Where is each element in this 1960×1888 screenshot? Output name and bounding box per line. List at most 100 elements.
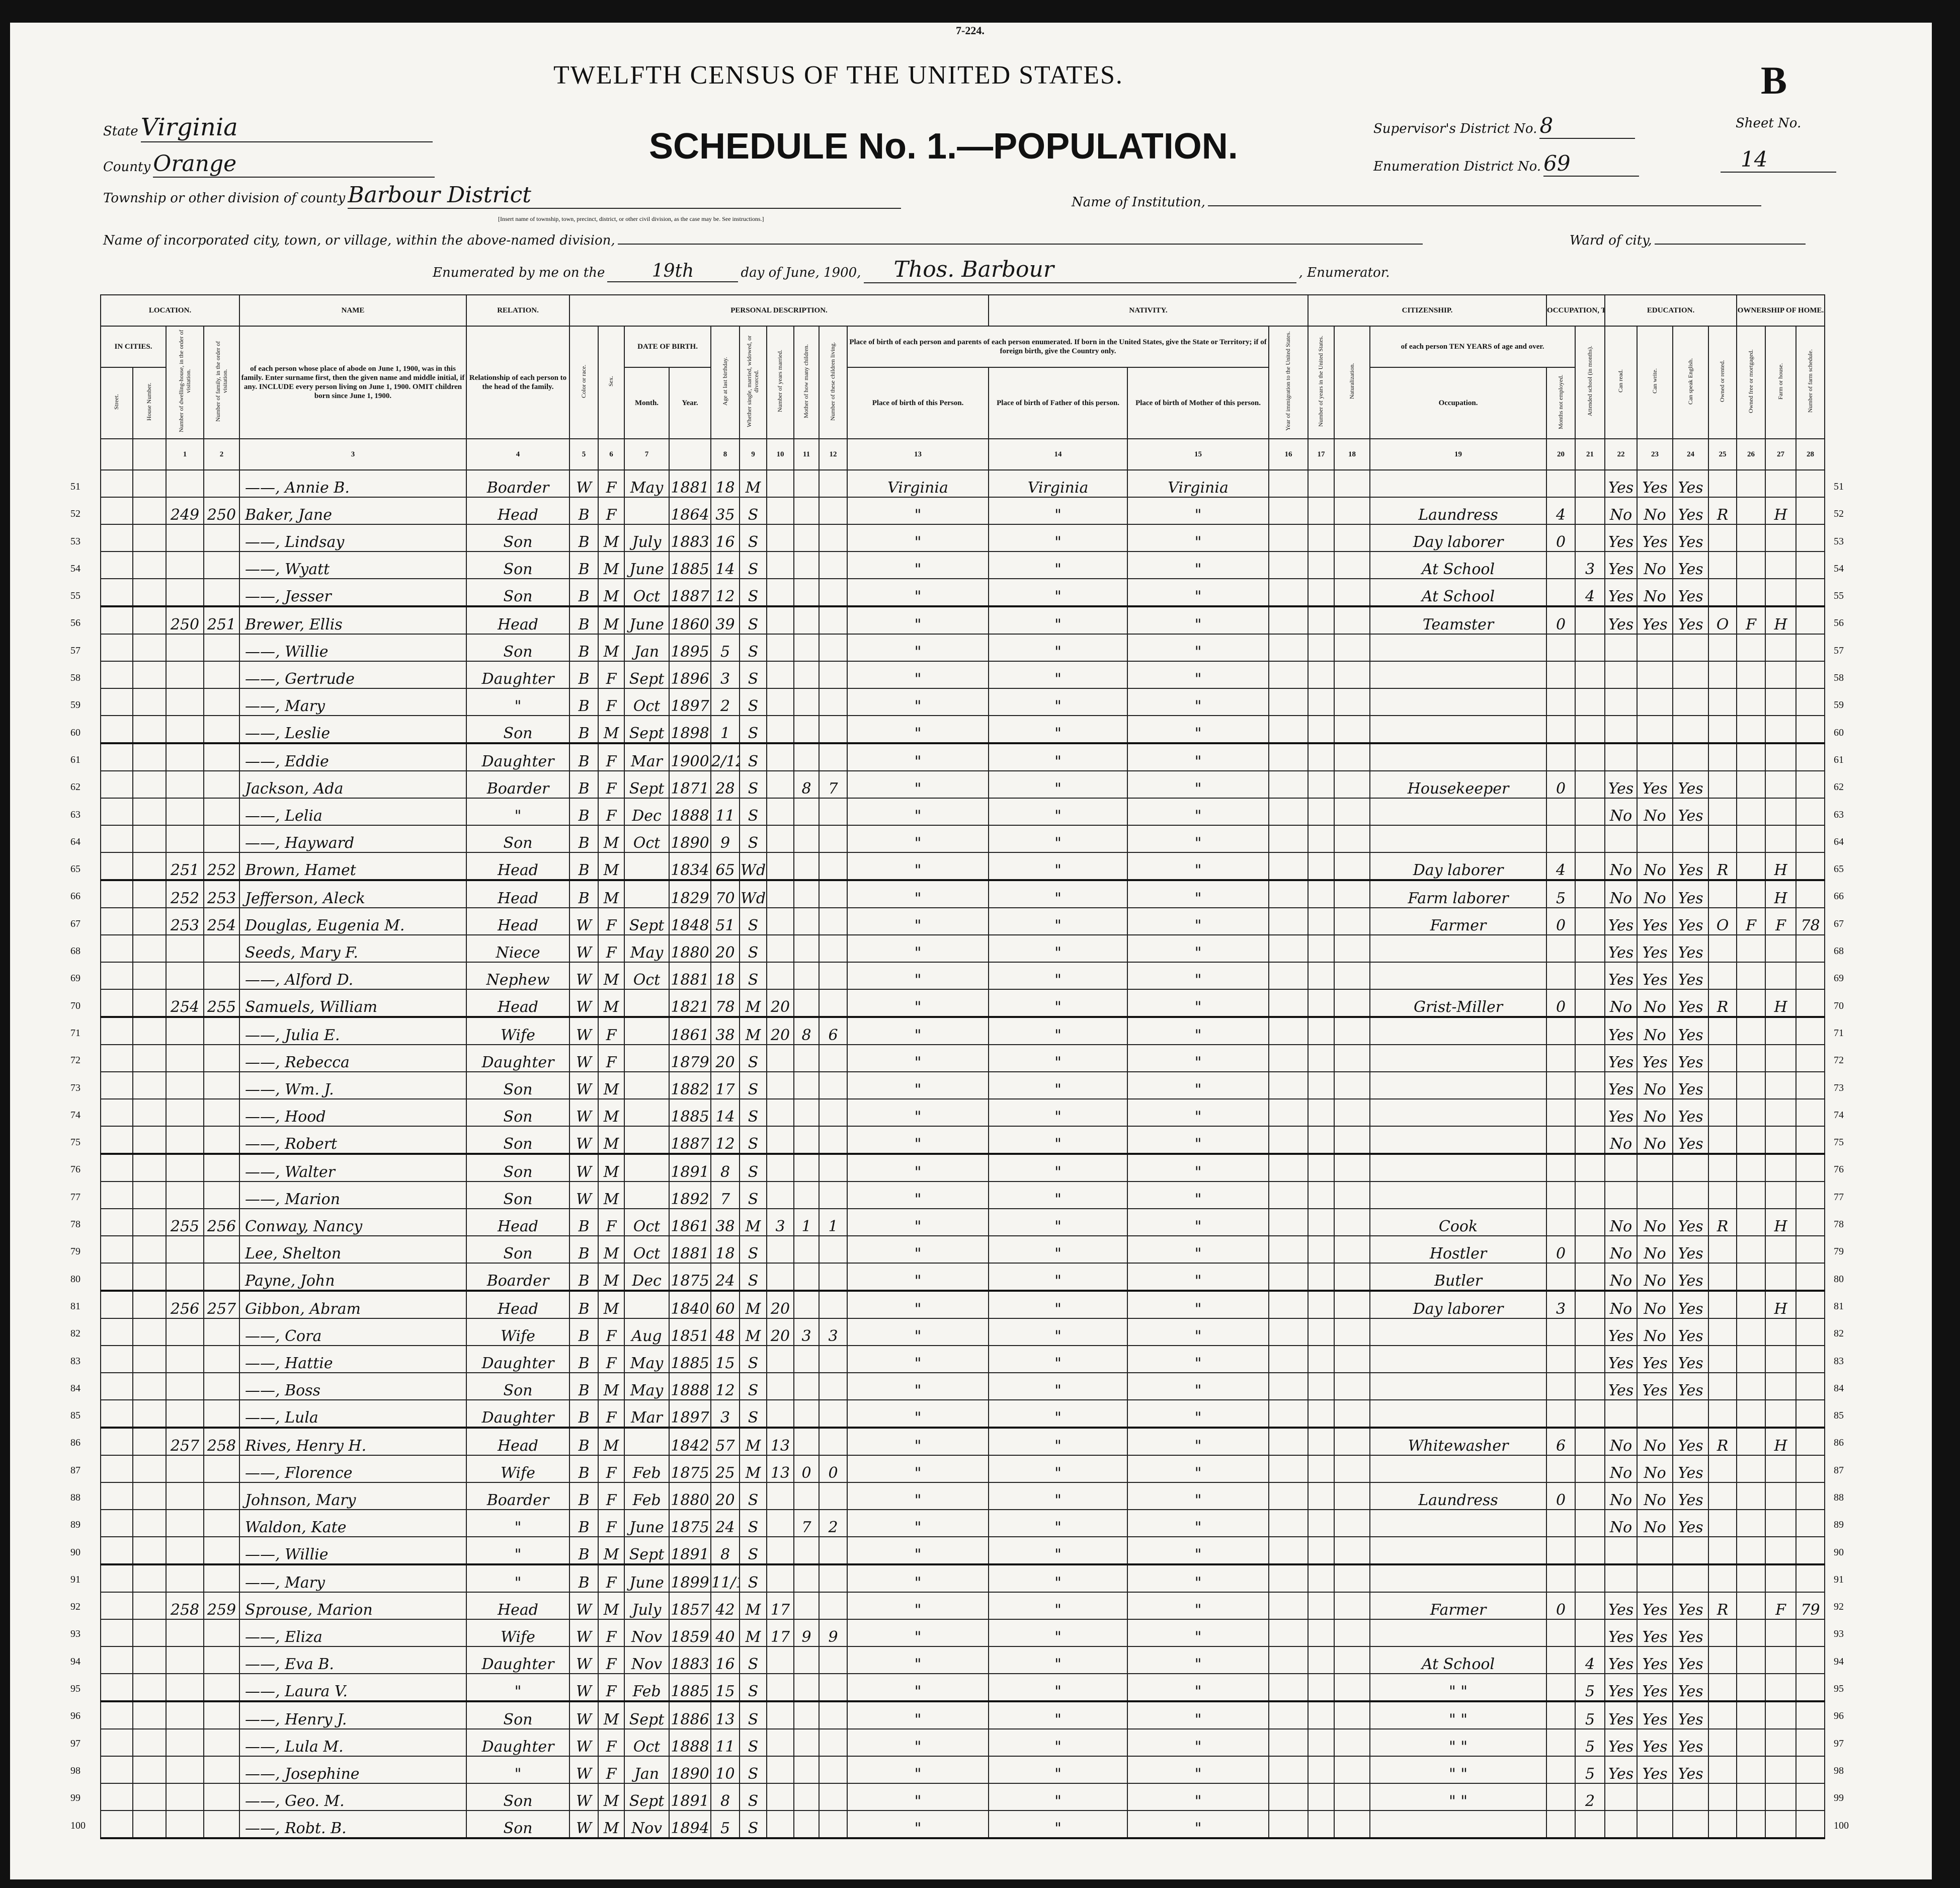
table-cell: " — [1127, 1564, 1270, 1593]
table-cell: 8 — [710, 1536, 741, 1565]
table-cell — [1708, 743, 1738, 771]
table-cell — [1268, 1673, 1309, 1702]
table-cell: Niece — [466, 934, 570, 963]
table-cell: R — [1708, 1208, 1738, 1236]
table-cell: 0 — [1546, 770, 1576, 799]
table-cell — [819, 934, 848, 963]
column-number: 10 — [766, 438, 795, 470]
table-cell: 249 — [166, 497, 204, 525]
table-cell — [1637, 1181, 1674, 1209]
table-cell — [203, 1783, 240, 1811]
table-cell — [132, 1810, 167, 1839]
column-header: Number of years married. — [766, 326, 795, 439]
table-cell: ——, Walter — [239, 1153, 467, 1182]
table-cell — [1546, 1098, 1576, 1127]
table-cell: 3 — [710, 1399, 741, 1429]
state-value: Virginia — [140, 113, 433, 142]
table-cell — [203, 1399, 240, 1429]
table-cell — [1334, 1564, 1371, 1593]
table-cell: 12 — [710, 1126, 741, 1155]
table-cell: " — [1127, 1399, 1270, 1429]
table-cell: S — [739, 770, 768, 799]
table-cell: 253 — [203, 880, 240, 908]
table-cell: Wife — [466, 1455, 570, 1483]
column-number: 22 — [1604, 438, 1638, 470]
table-cell — [203, 715, 240, 744]
table-cell — [793, 1098, 820, 1127]
table-cell: " — [1127, 798, 1270, 826]
table-cell — [1736, 1455, 1766, 1483]
table-cell — [1604, 1399, 1638, 1429]
table-cell — [100, 1455, 133, 1483]
table-cell: Yes — [1604, 1016, 1638, 1045]
table-cell — [1672, 1536, 1709, 1565]
line-number: 58 — [70, 672, 80, 684]
table-cell — [793, 825, 820, 853]
table-cell — [1575, 1564, 1606, 1593]
table-cell: " — [847, 743, 990, 771]
table-cell — [100, 1071, 133, 1099]
table-cell: No — [1604, 1126, 1638, 1155]
table-cell: Head — [466, 907, 570, 935]
table-cell: Yes — [1672, 1263, 1709, 1292]
table-cell: 3 — [1575, 551, 1606, 579]
line-number: 54 — [70, 563, 80, 574]
table-cell — [1268, 1399, 1309, 1429]
table-row: ——, Cora Wife B F Aug 1851 48 M 20 3 3 " " " Yes No Yes — [100, 1318, 1826, 1346]
line-number: 75 — [70, 1137, 80, 1148]
table-cell: " — [847, 1701, 990, 1729]
table-cell — [1795, 606, 1826, 635]
line-number: 59 — [1834, 699, 1844, 711]
table-cell — [166, 1646, 204, 1674]
county-value: Orange — [153, 151, 435, 178]
column-header: Can speak English. — [1672, 326, 1709, 439]
table-cell — [1708, 524, 1738, 552]
table-cell — [766, 524, 795, 552]
table-row: ——, Robert Son W M 1887 12 S " " " No No Yes — [100, 1126, 1826, 1155]
table-cell: 1897 — [669, 1399, 712, 1429]
table-cell — [1268, 1701, 1309, 1729]
table-cell — [1334, 1756, 1371, 1784]
table-cell — [100, 1701, 133, 1729]
table-cell: S — [739, 907, 768, 935]
column-header: Mother of how many children. — [793, 326, 820, 439]
table-cell: " — [988, 1810, 1128, 1839]
table-cell — [1765, 1509, 1797, 1537]
table-cell: " — [1127, 1071, 1270, 1099]
table-cell — [1546, 1181, 1576, 1209]
table-cell: " — [988, 880, 1128, 908]
table-cell: 5 — [1546, 880, 1576, 908]
table-cell: Day laborer — [1369, 1290, 1547, 1319]
table-cell: Daughter — [466, 1728, 570, 1757]
table-cell — [1308, 1399, 1335, 1429]
table-cell — [1268, 1153, 1309, 1182]
column-header: Place of birth of Father of this person. — [988, 367, 1128, 439]
table-cell — [1308, 551, 1335, 579]
table-cell — [1736, 1783, 1766, 1811]
table-cell: Farm laborer — [1369, 880, 1547, 908]
table-cell: B — [569, 688, 599, 716]
table-cell — [1637, 825, 1674, 853]
column-header: Naturalization. — [1334, 326, 1371, 439]
table-cell: 4 — [1546, 852, 1576, 881]
table-cell: " — [988, 770, 1128, 799]
table-cell: M — [598, 1592, 625, 1620]
table-cell: B — [569, 743, 599, 771]
table-cell: 1851 — [669, 1318, 712, 1346]
table-cell: W — [569, 1181, 599, 1209]
table-cell: 38 — [710, 1208, 741, 1236]
column-header: Owned free or mortgaged. — [1736, 326, 1766, 439]
table-cell — [819, 1372, 848, 1400]
township-value: Barbour District — [348, 182, 902, 209]
table-cell — [793, 1372, 820, 1400]
line-number: 83 — [70, 1355, 80, 1367]
table-cell — [793, 1427, 820, 1456]
group-header: RELATION. — [466, 294, 570, 327]
table-cell: F — [1736, 606, 1766, 635]
table-cell: R — [1708, 497, 1738, 525]
table-row: ——, Josephine " W F Jan 1890 10 S " " " " " 5 Yes Yes Y… — [100, 1756, 1826, 1784]
column-header: Can write. — [1637, 326, 1674, 439]
table-cell: S — [739, 606, 768, 635]
table-cell — [1672, 1810, 1709, 1839]
table-cell: Yes — [1672, 551, 1709, 579]
